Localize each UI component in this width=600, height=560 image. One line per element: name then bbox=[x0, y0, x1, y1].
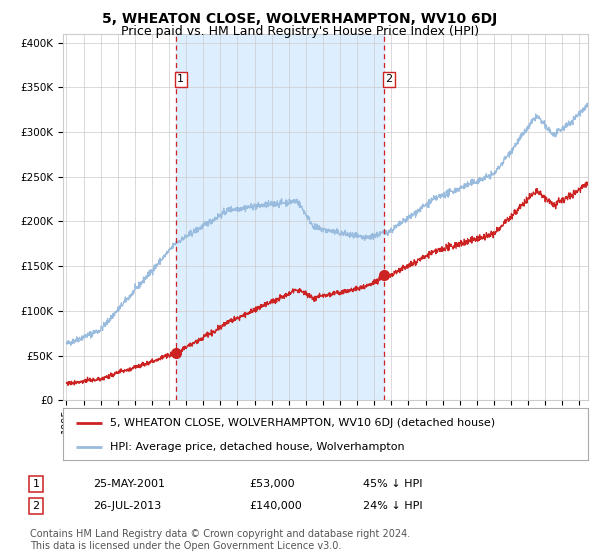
Text: 2: 2 bbox=[385, 74, 392, 85]
Text: 1: 1 bbox=[32, 479, 40, 489]
Bar bbox=[176, 34, 384, 400]
Text: Contains HM Land Registry data © Crown copyright and database right 2024.
This d: Contains HM Land Registry data © Crown c… bbox=[30, 529, 410, 551]
Text: £53,000: £53,000 bbox=[249, 479, 295, 489]
Text: 45% ↓ HPI: 45% ↓ HPI bbox=[363, 479, 422, 489]
Text: Price paid vs. HM Land Registry's House Price Index (HPI): Price paid vs. HM Land Registry's House … bbox=[121, 25, 479, 38]
Text: 24% ↓ HPI: 24% ↓ HPI bbox=[363, 501, 422, 511]
Text: 1: 1 bbox=[178, 74, 184, 85]
Text: £140,000: £140,000 bbox=[249, 501, 302, 511]
Text: 25-MAY-2001: 25-MAY-2001 bbox=[93, 479, 165, 489]
Text: 26-JUL-2013: 26-JUL-2013 bbox=[93, 501, 161, 511]
Text: 5, WHEATON CLOSE, WOLVERHAMPTON, WV10 6DJ: 5, WHEATON CLOSE, WOLVERHAMPTON, WV10 6D… bbox=[103, 12, 497, 26]
Text: HPI: Average price, detached house, Wolverhampton: HPI: Average price, detached house, Wolv… bbox=[110, 442, 405, 452]
Text: 5, WHEATON CLOSE, WOLVERHAMPTON, WV10 6DJ (detached house): 5, WHEATON CLOSE, WOLVERHAMPTON, WV10 6D… bbox=[110, 418, 496, 428]
Text: 2: 2 bbox=[32, 501, 40, 511]
